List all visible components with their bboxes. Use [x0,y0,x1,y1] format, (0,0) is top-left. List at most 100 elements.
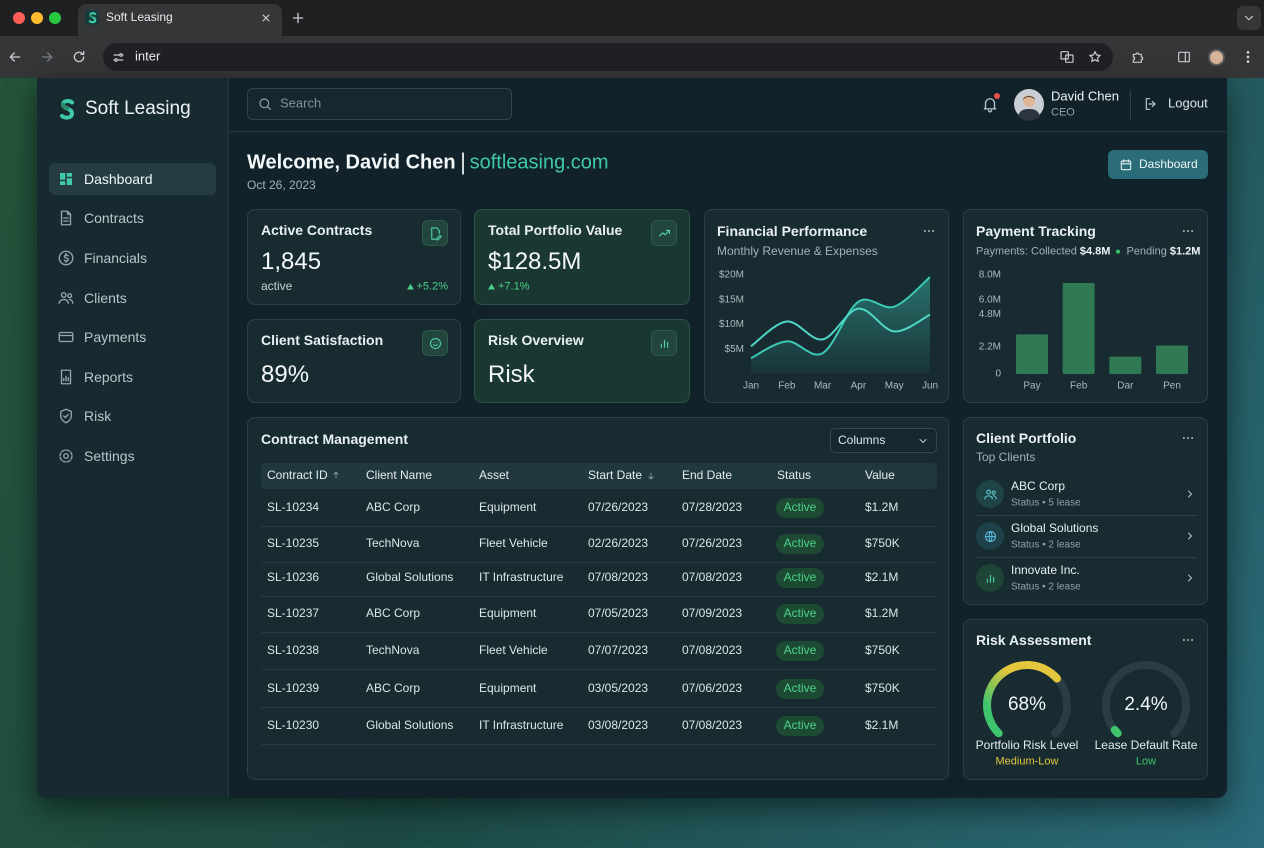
logo [88,12,96,24]
table-cell: SL-10234 [267,500,320,515]
table-cell: ABC Corp [366,681,421,696]
nav-icon-part [60,292,67,298]
nav-label[interactable]: Financials [84,249,148,266]
tab-menu[interactable] [1237,6,1261,30]
row-divider [261,526,937,527]
chevron[interactable] [1184,488,1196,500]
nav-label[interactable]: Dashboard [84,170,153,187]
kpi-change-value: +5.2% [416,280,449,293]
window-control[interactable] [49,12,61,24]
forward[interactable] [39,49,55,65]
tab-title: Soft Leasing [106,10,173,25]
translate[interactable] [1059,49,1075,65]
tab-close[interactable] [259,11,273,25]
column-header[interactable]: Client Name [366,468,433,483]
menu[interactable] [1240,49,1256,65]
menu-part [1246,50,1250,54]
column-header[interactable]: Contract ID [267,468,328,483]
nav-label[interactable]: Reports [84,368,134,385]
search-placeholder: Search [280,95,322,111]
nav-label[interactable]: Contracts [84,209,144,226]
more-button-part [1183,437,1185,439]
nav-icon-part [59,449,73,463]
client-icon [983,489,997,499]
nav-icon-part [63,375,69,382]
notifications[interactable] [981,95,999,113]
table-cell: Fleet Vehicle [479,643,548,658]
avatar[interactable] [1014,89,1044,121]
dropdown-icon [919,438,927,443]
more-button[interactable] [1181,431,1195,445]
translate-part [1065,54,1074,63]
y-tick-label: $10M [719,319,744,330]
column-header[interactable]: Value [865,468,895,483]
client-name[interactable]: Global Solutions [1011,521,1099,536]
profile[interactable] [1208,49,1225,66]
gauge-level: Low [1135,755,1157,768]
column-header[interactable]: Asset [479,468,510,483]
column-header[interactable]: Status [777,468,812,483]
bar [1016,334,1048,374]
bookmark[interactable] [1087,49,1103,65]
table-cell: ABC Corp [366,500,421,515]
more-button[interactable] [1181,633,1195,647]
more-button-part [932,230,934,232]
chevron[interactable] [1184,530,1196,542]
calendar-icon [1120,158,1132,170]
x-tick-label: May [885,381,904,392]
client-name[interactable]: ABC Corp [1011,479,1066,494]
column-header[interactable]: End Date [682,468,733,483]
more-button-part [1187,437,1189,439]
browser-tab[interactable] [78,4,282,36]
more-button-part [1187,230,1189,232]
client-divider [976,515,1197,516]
nav-item-active[interactable] [49,163,216,195]
divider [1130,90,1131,120]
nav-label[interactable]: Payments [84,328,147,345]
nav-label[interactable]: Settings [84,447,135,464]
user-role: CEO [1051,106,1075,119]
logo-part [61,102,70,111]
notifications-part [987,109,993,113]
table-cell: IT Infrastructure [479,718,564,733]
kpi-icon-part [430,226,440,234]
client-icon-part [992,494,997,499]
gauge-label: Portfolio Risk Level [975,738,1079,753]
summary-label: Pending [1126,245,1167,258]
client-name[interactable]: Innovate Inc. [1011,563,1080,578]
address-bar[interactable] [103,43,1113,71]
kpi-icon-part [665,229,670,234]
logo-part [88,13,94,19]
dashboard-button[interactable] [1108,150,1208,179]
table-cell: 07/06/2023 [682,681,743,696]
table-cell: 07/26/2023 [588,500,649,515]
back[interactable] [7,49,23,65]
columns-dropdown[interactable] [830,428,937,453]
table-cell: 07/09/2023 [682,606,743,621]
nav-icon-part [67,293,73,299]
search-box[interactable] [247,88,512,120]
logout-icon[interactable] [1143,96,1159,112]
table-cell: IT Infrastructure [479,570,564,585]
sort-icon-part [648,472,654,480]
area [751,276,930,374]
column-header[interactable]: Start Date [588,468,643,483]
logout[interactable]: Logout [1168,95,1208,111]
reload[interactable] [71,49,87,65]
more-button[interactable] [922,224,936,238]
table-cell: 07/08/2023 [682,570,743,585]
side-panel[interactable] [1176,49,1192,65]
nav-icon-part [58,250,74,266]
table-cell: $750K [865,536,900,551]
window-control[interactable] [31,12,43,24]
kpi-icon [430,226,442,240]
chevron[interactable] [1184,572,1196,584]
window-control[interactable] [13,12,25,24]
extensions[interactable] [1130,49,1146,65]
more-button[interactable] [1181,224,1195,238]
y-tick-label: $15M [719,294,744,305]
nav-label[interactable]: Risk [84,407,112,424]
new-tab[interactable] [290,10,306,26]
url: inter [135,48,161,64]
nav-label[interactable]: Clients [84,289,127,306]
